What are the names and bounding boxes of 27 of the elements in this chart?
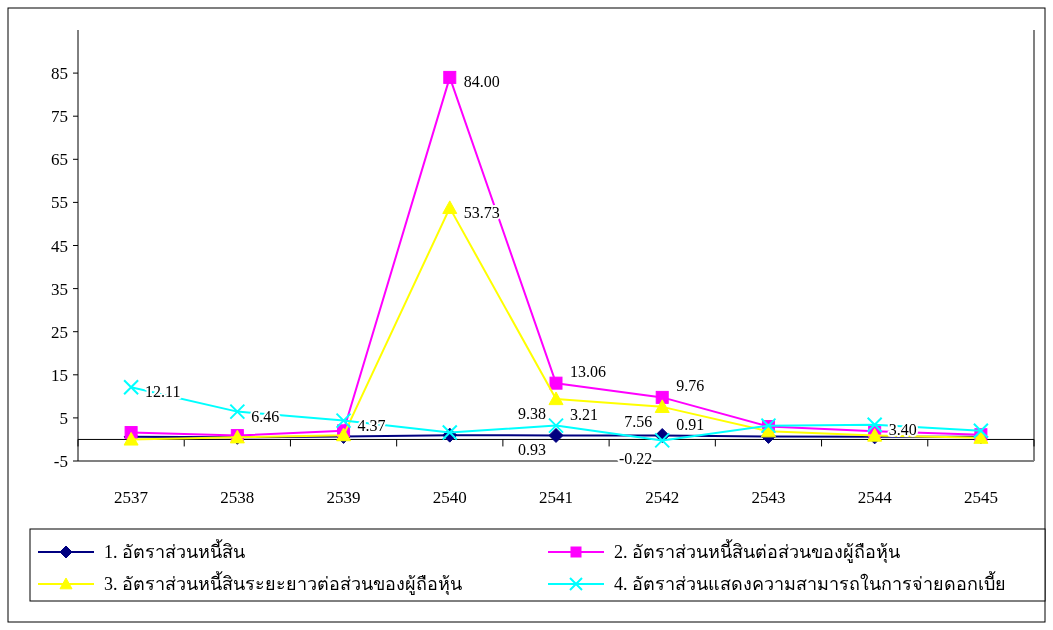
point xyxy=(443,70,457,84)
x-tick-label: 2540 xyxy=(432,488,467,507)
point xyxy=(866,416,883,433)
point xyxy=(335,412,352,429)
x-tick-label: 2541 xyxy=(539,488,573,507)
x-tick-label: 2537 xyxy=(114,488,149,507)
point xyxy=(655,390,669,404)
point xyxy=(549,376,563,390)
legend-label: 3. อัตราส่วนหนี้สินระยะยาวต่อส่วนของผู้ถือหุ้น xyxy=(104,571,462,595)
point xyxy=(229,403,246,420)
point xyxy=(654,432,671,449)
x-tick-label: 2542 xyxy=(645,488,680,507)
x-tick-label: 2545 xyxy=(963,488,998,507)
point xyxy=(972,422,989,439)
point xyxy=(548,391,564,406)
legend-label: 4. อัตราส่วนแสดงความสามารถในการจ่ายดอกเบี้ย xyxy=(614,571,1006,594)
point xyxy=(548,427,564,443)
point xyxy=(548,417,564,434)
x-tick-label: 2544 xyxy=(857,488,893,507)
legend-label: 1. อัตราส่วนหนี้สิน xyxy=(104,539,245,562)
x-tick-label: 2543 xyxy=(751,488,786,507)
x-tick-label: 2538 xyxy=(220,488,255,507)
point xyxy=(123,379,140,396)
legend-label: 2. อัตราส่วนหนี้สินต่อส่วนของผู้ถือหุ้น xyxy=(614,539,900,563)
point xyxy=(442,200,458,214)
point xyxy=(654,399,670,413)
x-tick-label: 2539 xyxy=(326,488,361,507)
